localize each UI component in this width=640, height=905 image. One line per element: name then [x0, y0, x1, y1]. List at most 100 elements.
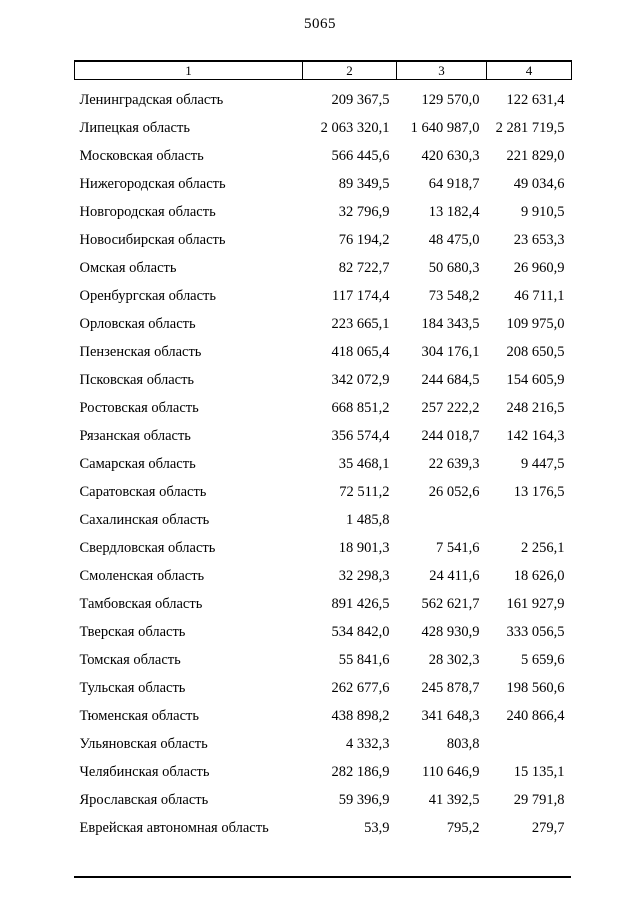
table-row: Новосибирская область 76 194,2 48 475,0 23 … [75, 226, 572, 254]
table-row: Липецкая область 2 063 320,1 1 640 987,0 2 … [75, 114, 572, 142]
region-name: Орловская область [79, 315, 196, 332]
value-cell: 122 631,4 [506, 91, 565, 108]
value-cell: 244 018,7 [421, 427, 480, 444]
value-cell: 244 684,5 [421, 371, 480, 388]
value-cell: 109 975,0 [506, 315, 565, 332]
value-cell: 48 475,0 [428, 231, 480, 248]
region-name: Тюменская область [79, 707, 199, 724]
value-cell: 562 621,7 [421, 595, 480, 612]
region-name: Саратовская область [79, 483, 207, 500]
value-cell: 420 630,3 [421, 147, 480, 164]
value-cell: 248 216,5 [506, 399, 565, 416]
table-row: Сахалинская область 1 485,8 [75, 506, 572, 534]
region-name: Самарская область [79, 455, 196, 472]
table-bottom-border [74, 876, 571, 878]
table-row: Саратовская область 72 511,2 26 052,6 13 17… [75, 478, 572, 506]
region-name: Нижегородская область [79, 175, 226, 192]
region-name: Омская область [79, 259, 177, 276]
table-row: Челябинская область 282 186,9 110 646,9 15 … [75, 758, 572, 786]
region-name: Рязанская область [79, 427, 191, 444]
value-cell [487, 506, 572, 534]
table-row: Смоленская область 32 298,3 24 411,6 18 626… [75, 562, 572, 590]
value-cell: 154 605,9 [506, 371, 565, 388]
value-cell: 28 302,3 [428, 651, 480, 668]
value-cell: 41 392,5 [428, 791, 480, 808]
region-name: Пензенская область [79, 343, 202, 360]
value-cell: 59 396,9 [338, 791, 390, 808]
value-cell: 1 640 987,0 [410, 119, 480, 136]
value-cell: 13 182,4 [428, 203, 480, 220]
region-name: Сахалинская область [79, 511, 210, 528]
table-row: Ростовская область 668 851,2 257 222,2 248 … [75, 394, 572, 422]
table-row: Нижегородская область 89 349,5 64 918,7 49 … [75, 170, 572, 198]
region-name: Ярославская область [79, 791, 209, 808]
value-cell: 223 665,1 [331, 315, 390, 332]
table-row: Ленинградская область 209 367,5 129 570,0 1… [75, 80, 572, 115]
value-cell: 9 910,5 [521, 203, 565, 220]
value-cell: 9 447,5 [521, 455, 565, 472]
value-cell: 566 445,6 [331, 147, 390, 164]
value-cell: 279,7 [531, 819, 565, 836]
value-cell: 26 052,6 [428, 483, 480, 500]
value-cell: 110 646,9 [422, 763, 480, 780]
value-cell: 50 680,3 [428, 259, 480, 276]
value-cell: 198 560,6 [506, 679, 565, 696]
value-cell: 76 194,2 [338, 231, 390, 248]
column-header-3: 3 [396, 60, 487, 80]
value-cell: 262 677,6 [331, 679, 390, 696]
value-cell: 129 570,0 [421, 91, 480, 108]
table-row: Томская область 55 841,6 28 302,3 5 659,6 [75, 646, 572, 674]
region-name: Еврейская автономная область [79, 819, 269, 836]
value-cell: 418 065,4 [331, 343, 390, 360]
region-name: Челябинская область [79, 763, 210, 780]
value-cell: 18 901,3 [338, 539, 390, 556]
column-header-1: 1 [74, 60, 303, 80]
data-table: 1 2 3 4 Ленинградская область 209 367,5 12… [74, 60, 572, 842]
value-cell: 891 426,5 [331, 595, 390, 612]
value-cell: 26 960,9 [513, 259, 565, 276]
region-name: Ульяновская область [79, 735, 208, 752]
table-row: Московская область 566 445,6 420 630,3 221 … [75, 142, 572, 170]
table-row: Тульская область 262 677,6 245 878,7 198 56… [75, 674, 572, 702]
value-cell: 208 650,5 [506, 343, 565, 360]
value-cell: 428 930,9 [421, 623, 480, 640]
value-cell: 89 349,5 [338, 175, 390, 192]
value-cell: 2 256,1 [521, 539, 565, 556]
region-name: Псковская область [79, 371, 195, 388]
region-name: Томская область [79, 651, 181, 668]
value-cell: 32 796,9 [338, 203, 390, 220]
table-row: Оренбургская область 117 174,4 73 548,2 46 … [75, 282, 572, 310]
region-name: Новосибирская область [79, 231, 226, 248]
value-cell: 117 174,4 [332, 287, 390, 304]
table-row: Свердловская область 18 901,3 7 541,6 2 256… [75, 534, 572, 562]
table-row: Еврейская автономная область 53,9 795,2 279… [75, 814, 572, 842]
value-cell: 46 711,1 [514, 287, 565, 304]
region-name: Московская область [79, 147, 204, 164]
value-cell: 240 866,4 [506, 707, 565, 724]
table-row: Тверская область 534 842,0 428 930,9 333 05… [75, 618, 572, 646]
value-cell: 257 222,2 [421, 399, 480, 416]
table-row: Рязанская область 356 574,4 244 018,7 142 1… [75, 422, 572, 450]
table-row: Ульяновская область 4 332,3 803,8 [75, 730, 572, 758]
table-row: Новгородская область 32 796,9 13 182,4 9 91… [75, 198, 572, 226]
region-name: Ленинградская область [79, 91, 224, 108]
value-cell: 333 056,5 [506, 623, 565, 640]
value-cell [487, 730, 572, 758]
value-cell: 49 034,6 [513, 175, 565, 192]
region-name: Свердловская область [79, 539, 216, 556]
value-cell: 282 186,9 [331, 763, 390, 780]
region-name: Тамбовская область [79, 595, 203, 612]
table-row: Орловская область 223 665,1 184 343,5 109 9… [75, 310, 572, 338]
value-cell: 221 829,0 [506, 147, 565, 164]
value-cell: 64 918,7 [428, 175, 480, 192]
value-cell: 803,8 [446, 735, 480, 752]
value-cell: 5 659,6 [521, 651, 565, 668]
value-cell: 4 332,3 [346, 735, 390, 752]
table-row: Тюменская область 438 898,2 341 648,3 240 8… [75, 702, 572, 730]
value-cell: 15 135,1 [513, 763, 565, 780]
value-cell: 35 468,1 [338, 455, 390, 472]
region-name: Новгородская область [79, 203, 216, 220]
value-cell: 32 298,3 [338, 567, 390, 584]
value-cell: 356 574,4 [331, 427, 390, 444]
